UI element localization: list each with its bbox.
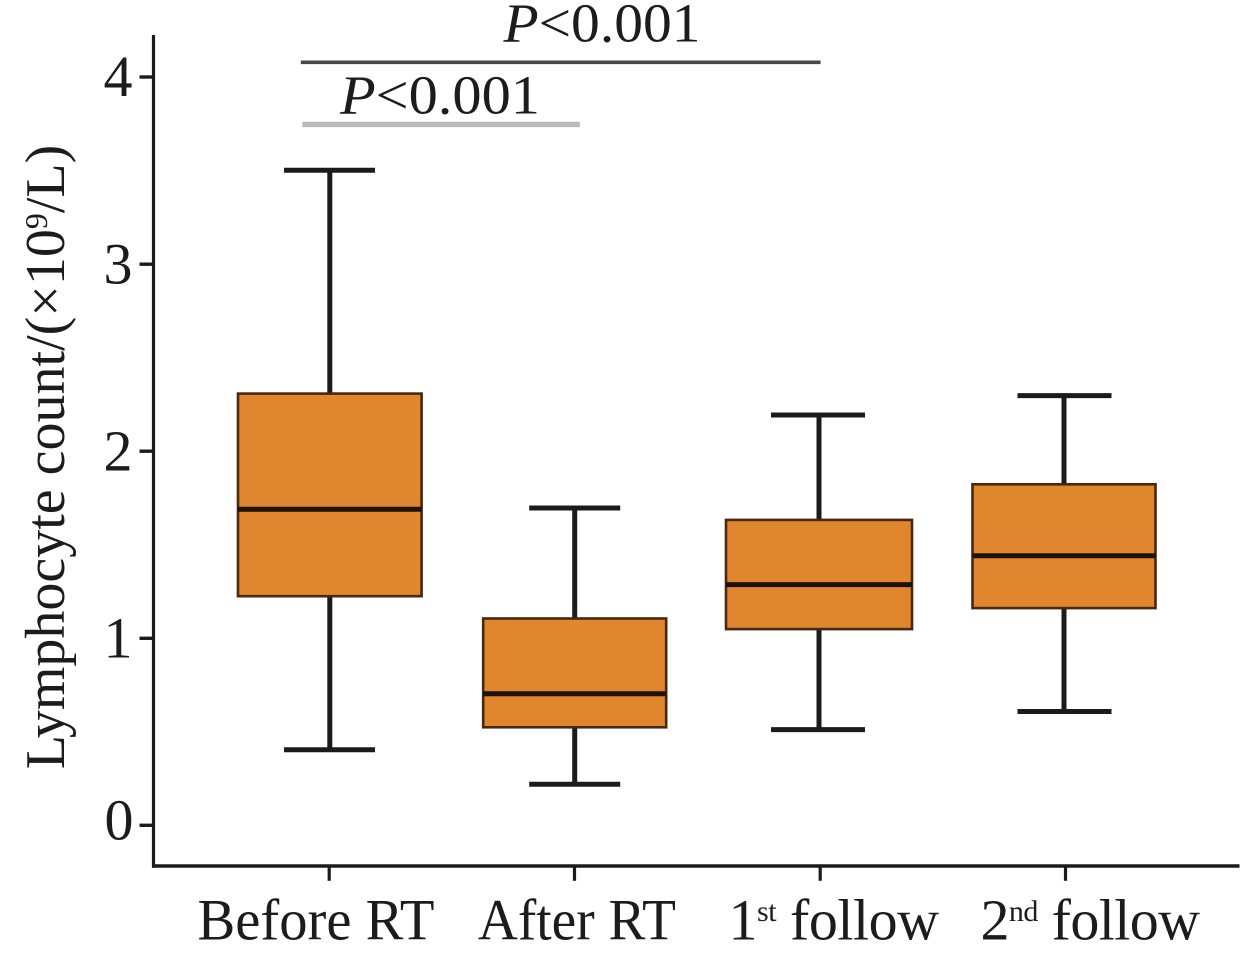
svg-text:Before RT: Before RT [198, 887, 435, 952]
svg-text:3: 3 [104, 231, 133, 296]
svg-text:0: 0 [105, 788, 134, 853]
svg-text:P<0.001: P<0.001 [339, 66, 540, 127]
svg-text:2: 2 [104, 418, 133, 483]
svg-text:4: 4 [104, 44, 133, 109]
svg-text:Lymphocyte count/(×109/L): Lymphocyte count/(×109/L) [15, 145, 77, 770]
svg-text:P<0.001: P<0.001 [502, 0, 700, 55]
svg-text:After RT: After RT [478, 887, 676, 952]
svg-text:1: 1 [104, 606, 133, 671]
